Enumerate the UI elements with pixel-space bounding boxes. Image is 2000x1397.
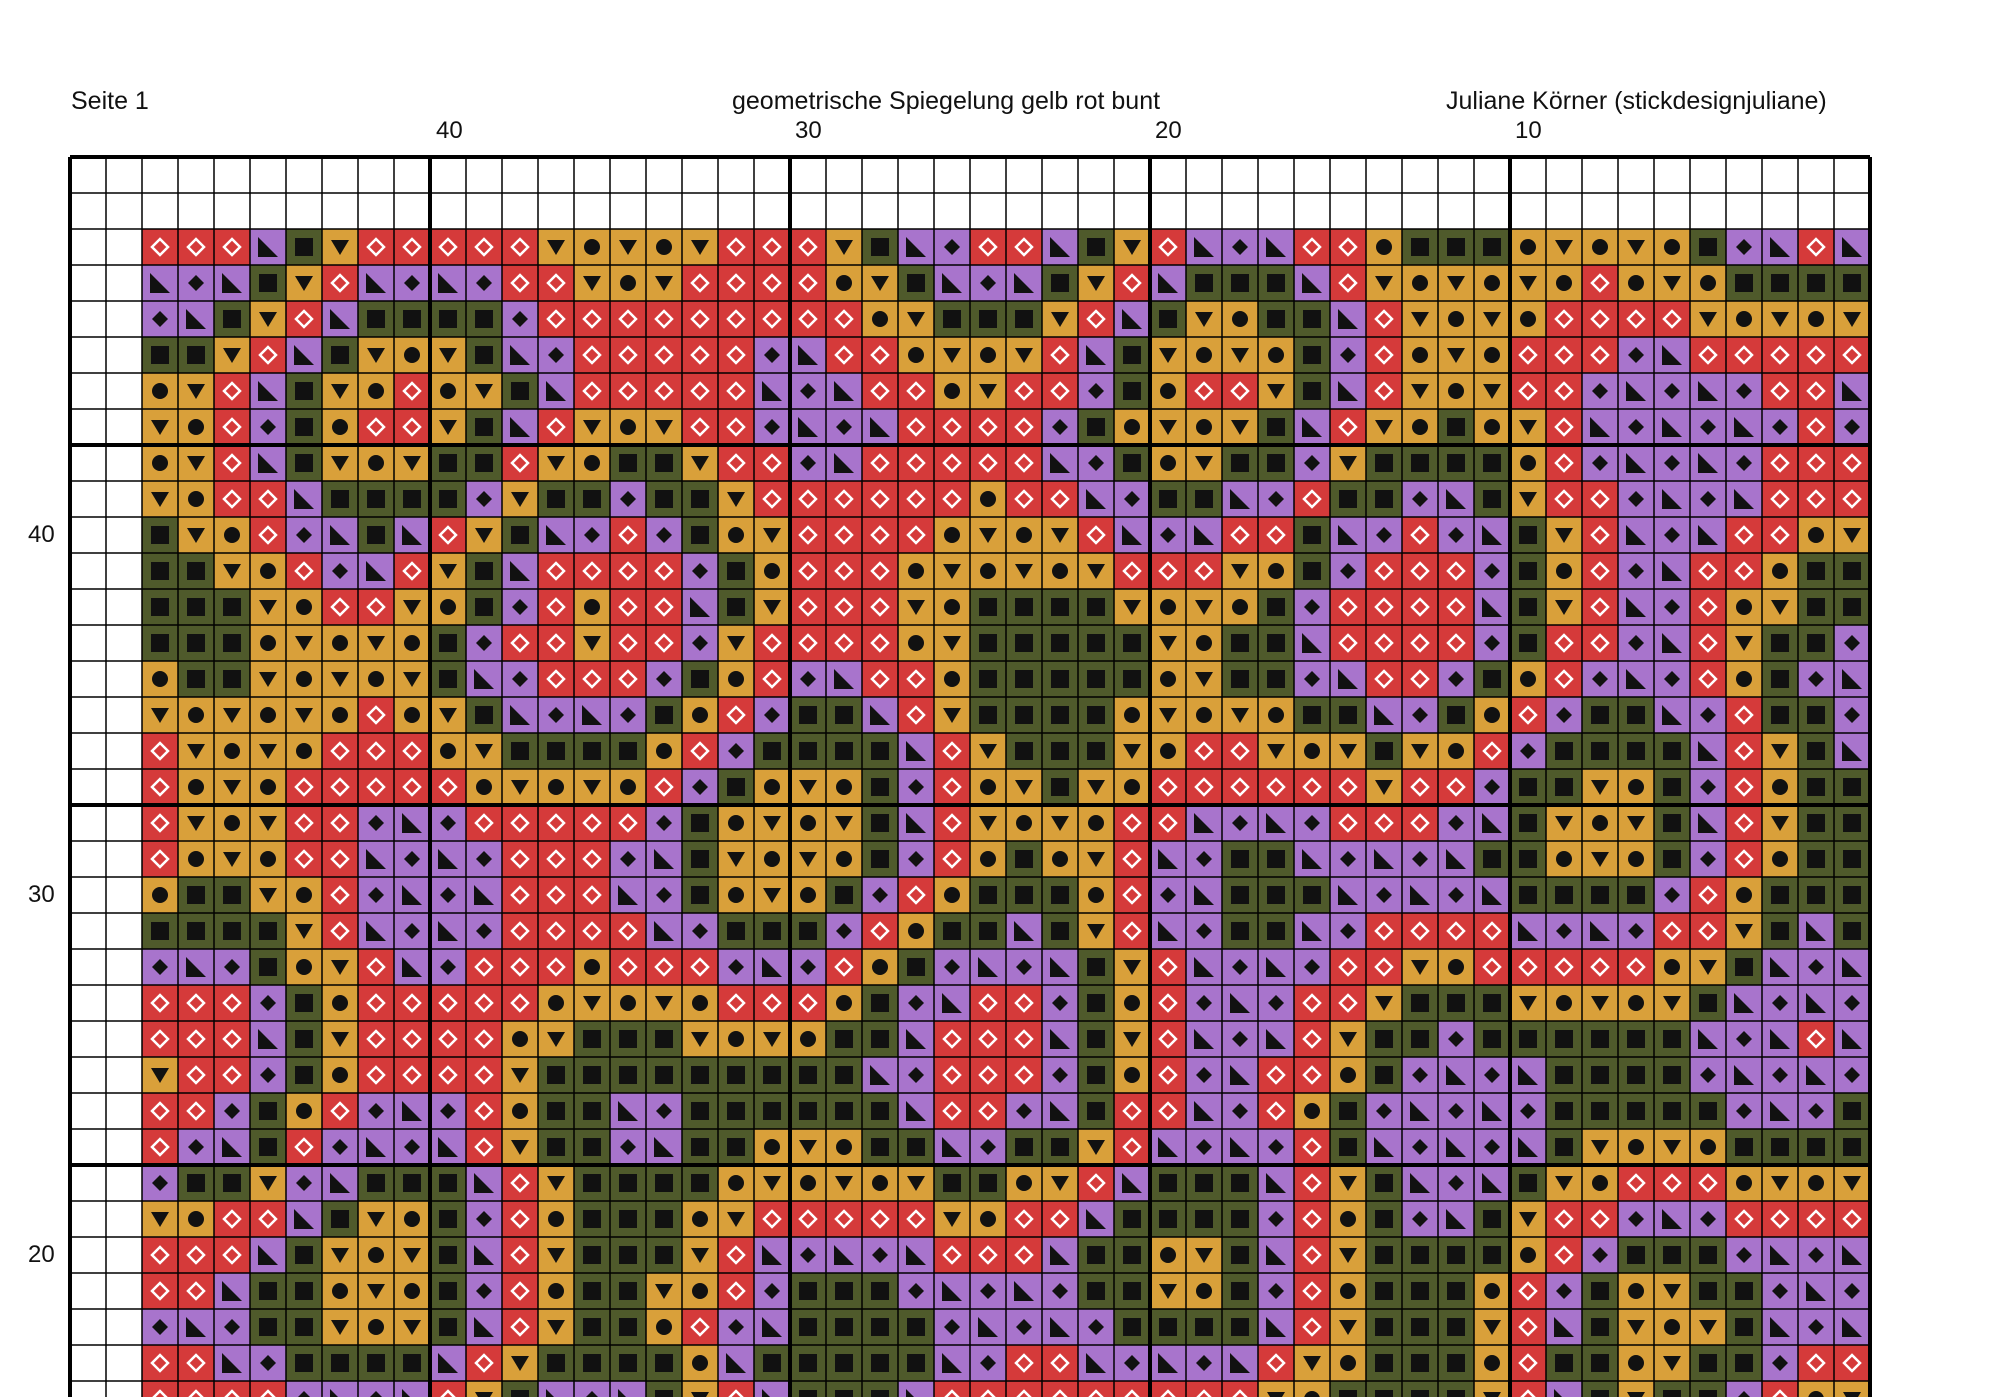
column-number-20: 20	[1155, 117, 1182, 144]
author-credit: Juliane Körner (stickdesignjuliane)	[1446, 87, 1827, 115]
column-number-10: 10	[1515, 117, 1542, 144]
row-number-20: 20	[28, 1241, 55, 1268]
column-number-30: 30	[795, 117, 822, 144]
page-label: Seite 1	[71, 87, 149, 115]
chart-grid	[68, 155, 1872, 1397]
pattern-title: geometrische Spiegelung gelb rot bunt	[732, 87, 1161, 115]
pattern-cells	[142, 229, 1870, 1397]
row-number-40: 40	[28, 521, 55, 548]
column-number-40: 40	[436, 117, 463, 144]
row-number-30: 30	[28, 881, 55, 908]
